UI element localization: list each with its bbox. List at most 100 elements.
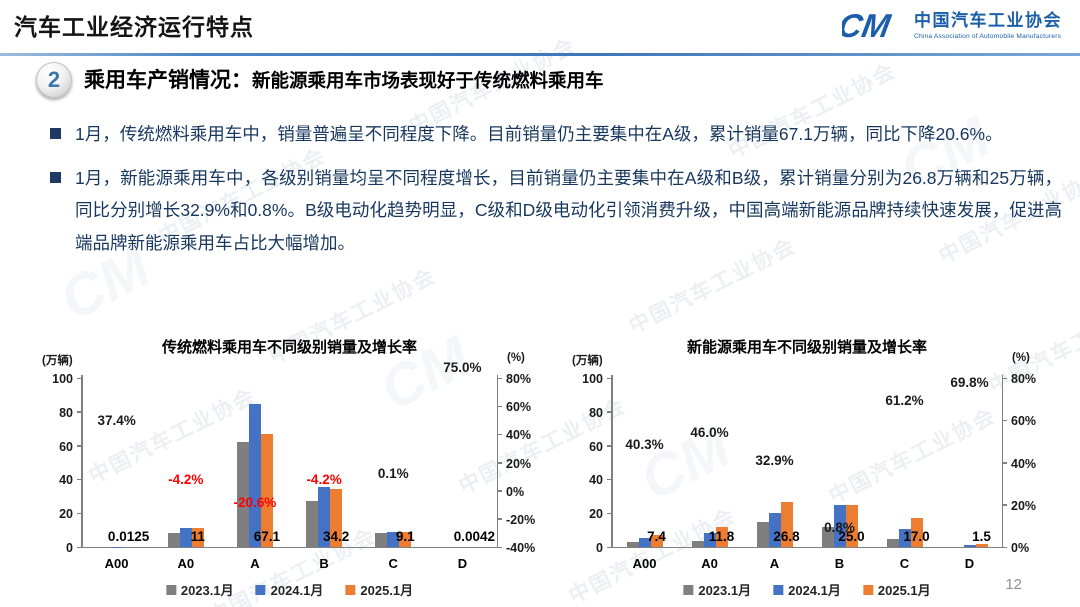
growth-label: 40.3% (625, 436, 664, 452)
bullet-item: 1月，新能源乘用车中，各级别销量均呈不同程度增长，目前销量仍主要集中在A级和B级… (50, 162, 1062, 260)
legend-item: 2025.1月 (862, 580, 931, 599)
bullet-item: 1月，传统燃料乘用车中，销量普遍呈不同程度下降。目前销量仍主要集中在A级，累计销… (50, 118, 1062, 151)
y-tick-mark (1002, 377, 1007, 379)
value-label: 0.0125 (107, 529, 150, 544)
bar-2024.1月 (318, 486, 331, 547)
value-label: 17.0 (903, 529, 930, 544)
value-label: 26.8 (773, 529, 800, 544)
section-heading-sub: 新能源乘用车市场表现好于传统燃料乘用车 (252, 70, 604, 91)
y-tick-right: 60% (1011, 414, 1037, 429)
value-label: 0.0042 (453, 529, 496, 544)
y-tick-mark (1002, 504, 1007, 506)
plot-area: 100 80 60 40 20 0 80% 60% 40% 20% 0% A00 7.4 40.3% A0 1… (582, 372, 1036, 571)
bullet-square-icon (50, 171, 61, 183)
y-tick-right: 20% (1011, 498, 1037, 513)
bar-2023.1月 (167, 532, 180, 547)
chart-title: 新能源乘用车不同级别销量及增长率 (686, 339, 928, 356)
y-tick-right: 80% (506, 372, 532, 386)
legend-swatch (683, 584, 694, 595)
section-heading-main: 乘用车产销情况： (84, 69, 252, 92)
y-tick-mark (497, 433, 502, 436)
growth-label: -4.2% (306, 471, 342, 487)
bar-2023.1月 (756, 521, 769, 547)
bar-2025.1月 (715, 527, 728, 547)
category-label: D (457, 556, 468, 571)
legend-swatch (345, 584, 356, 595)
y-tick-left: 80 (59, 405, 73, 420)
org-name-cn: 中国汽车工业协会 (914, 11, 1062, 31)
y-tick-mark (1002, 462, 1007, 464)
y-tick-mark (497, 405, 502, 408)
chart-traditional-fuel: 传统燃料乘用车不同级别销量及增长率 (万辆) (%) 100 80 60 40 20 0 80% 6… (40, 336, 545, 607)
legend-item: 2025.1月 (345, 580, 413, 599)
bar-2025.1月 (650, 534, 663, 547)
legend-label: 2024.1月 (788, 583, 841, 598)
y-tick-mark (497, 518, 502, 520)
legend-swatch (165, 584, 176, 595)
cm-logo-icon: CM (842, 8, 894, 45)
bar-2024.1月 (703, 533, 716, 547)
y-tick-mark (607, 377, 612, 379)
bar-2024.1月 (898, 529, 911, 547)
bullet-square-icon (50, 128, 61, 139)
bar-2025.1月 (975, 544, 988, 547)
y-tick-right: 80% (1011, 372, 1037, 386)
legend-item: 2024.1月 (255, 580, 324, 599)
y-tick-mark (497, 377, 502, 379)
org-logo: CM 中国汽车工业协会 China Association of Automob… (842, 6, 1062, 46)
growth-label: 61.2% (885, 392, 924, 408)
value-label: 7.4 (647, 529, 666, 544)
category-label: A00 (632, 556, 657, 571)
y-tick-mark (497, 546, 502, 548)
bar-2023.1月 (821, 526, 834, 547)
chart-title: 传统燃料乘用车不同级别销量及增长率 (161, 339, 418, 356)
x-axis (77, 546, 502, 548)
bar-2024.1月 (638, 538, 651, 547)
y-axis-left (611, 375, 613, 547)
y-tick-left: 20 (589, 507, 603, 522)
bar-2025.1月 (780, 501, 793, 547)
category-label: A00 (104, 556, 129, 571)
value-label: 11 (190, 529, 205, 544)
legend-item: 2023.1月 (165, 580, 234, 599)
growth-label: 75.0% (443, 360, 482, 376)
bar-2024.1月 (768, 512, 781, 547)
legend-label: 2024.1月 (270, 583, 324, 598)
y-tick-right: -20% (506, 512, 536, 527)
y-tick-mark (77, 445, 82, 447)
chart-nev: 新能源乘用车不同级别销量及增长率 (万辆) (%) 100 80 60 40 20 0 80% 60… (558, 336, 1070, 607)
y-tick-left: 0 (596, 541, 603, 555)
bar-2025.1月 (191, 528, 204, 547)
value-label: 34.2 (322, 529, 350, 544)
y-tick-mark (497, 462, 502, 464)
y-tick-right: 40% (506, 428, 532, 443)
y-tick-left: 20 (59, 507, 73, 522)
y-tick-left: 60 (589, 439, 603, 454)
bar-2023.1月 (236, 442, 249, 547)
growth-label: 46.0% (690, 424, 729, 440)
y-tick-left: 0 (66, 541, 73, 555)
legend-swatch (773, 584, 784, 595)
value-label: 67.1 (253, 529, 281, 544)
legend-swatch (862, 584, 873, 595)
y-tick-left: 40 (589, 473, 603, 488)
bullet-text: 1月，新能源乘用车中，各级别销量均呈不同程度增长，目前销量仍主要集中在A级和B级… (75, 167, 1062, 253)
chart-legend: 2023.1月 2024.1月 2025.1月 (683, 580, 931, 599)
section-heading: 乘用车产销情况：新能源乘用车市场表现好于传统燃料乘用车 (84, 64, 604, 94)
category-label: B (834, 556, 845, 571)
growth-label: 0.1% (377, 465, 409, 481)
growth-label: -4.2% (168, 471, 204, 487)
y-tick-mark (77, 377, 82, 379)
category-label: A (250, 556, 260, 571)
chart-legend: 2023.1月 2024.1月 2025.1月 (165, 580, 413, 599)
category-label: D (964, 556, 975, 571)
bar-2024.1月 (963, 545, 976, 547)
bar-2023.1月 (886, 539, 899, 547)
axis-unit-right: (%) (507, 352, 525, 364)
growth-label: 32.9% (755, 452, 794, 468)
growth-label: 37.4% (97, 413, 136, 428)
value-label: 9.1 (395, 529, 415, 544)
y-tick-mark (607, 478, 612, 481)
y-tick-mark (607, 445, 612, 447)
value-label: 11.8 (708, 529, 735, 544)
